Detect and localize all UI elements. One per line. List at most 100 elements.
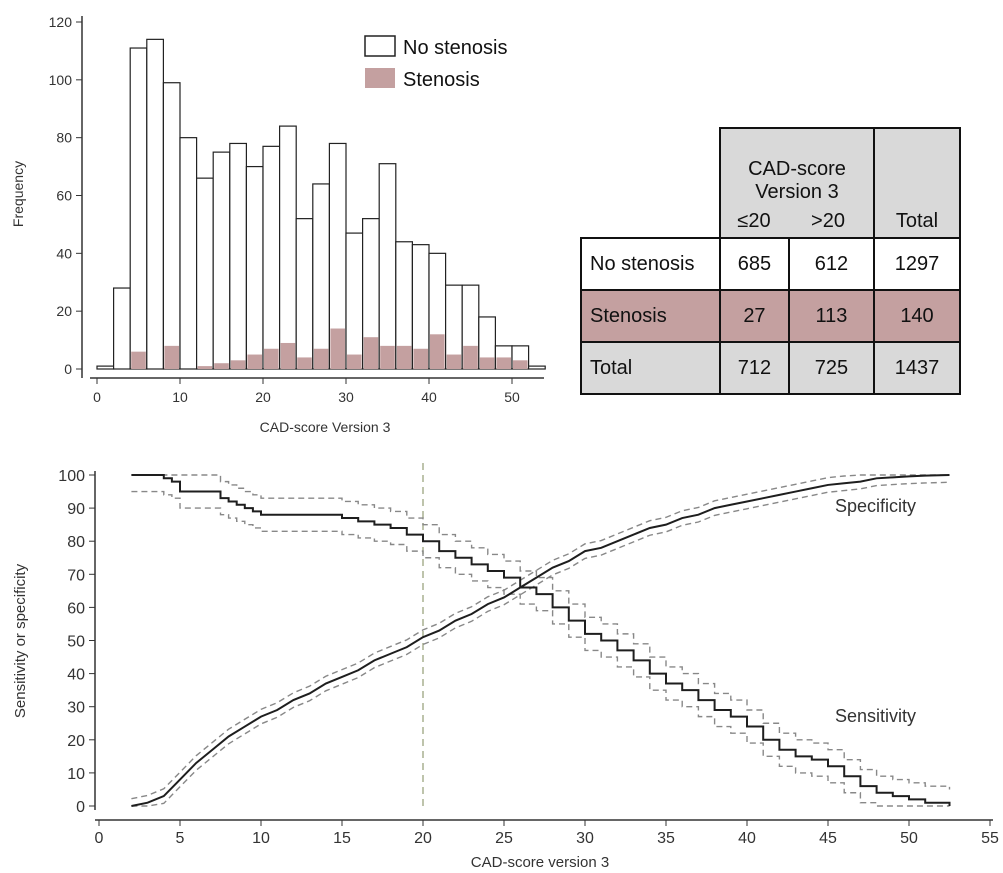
table-row-label-stenosis: Stenosis xyxy=(580,289,721,343)
table-cell: 140 xyxy=(873,289,961,343)
histogram-bar-stenosis xyxy=(347,354,362,369)
line-chart-y-tick-label: 100 xyxy=(58,468,85,485)
histogram-y-tick-label: 40 xyxy=(56,245,72,261)
histogram-bar-stenosis xyxy=(164,345,179,369)
histogram-bar-no-stenosis xyxy=(345,232,364,370)
line-chart-y-tick-label: 10 xyxy=(67,766,85,783)
contingency-table: CAD-score Version 3 ≤20 >20 Total No ste… xyxy=(580,127,961,395)
table-cell: 685 xyxy=(719,237,790,291)
histogram-bar-stenosis xyxy=(513,360,528,369)
histogram-x-tick-label: 40 xyxy=(421,389,437,405)
line-chart-y-tick-label: 0 xyxy=(76,799,85,816)
line-chart-y-tick-label: 60 xyxy=(67,600,85,617)
histogram-bar-no-stenosis xyxy=(279,125,297,370)
histogram-bar-no-stenosis xyxy=(527,365,546,370)
histogram-bar-no-stenosis xyxy=(112,287,131,370)
table-cell: 113 xyxy=(787,289,876,343)
histogram-bar-stenosis xyxy=(380,345,395,369)
table-cell: 27 xyxy=(719,289,790,343)
line-chart-y-tick-label: 70 xyxy=(67,567,85,584)
histogram-bar-stenosis xyxy=(280,342,296,369)
sensitivity-curve-label: Sensitivity xyxy=(835,706,916,726)
line-chart-x-tick-label: 0 xyxy=(95,830,104,847)
histogram-x-tick-label: 0 xyxy=(93,389,101,405)
histogram-bar-stenosis xyxy=(214,363,229,369)
line-chart-x-tick-label: 25 xyxy=(495,830,513,847)
histogram-bar-stenosis xyxy=(496,357,511,369)
histogram-bar-stenosis xyxy=(463,345,478,369)
histogram-x-tick-label: 20 xyxy=(255,389,271,405)
histogram-bar-stenosis xyxy=(479,357,495,369)
histogram-bar-stenosis xyxy=(430,334,445,369)
histogram-bar-no-stenosis xyxy=(196,177,214,370)
histogram-bar-stenosis xyxy=(197,366,213,369)
histogram-bar-no-stenosis xyxy=(245,165,264,370)
table-row-label-no-stenosis: No stenosis xyxy=(580,237,721,291)
line-chart-y-axis-title: Sensitivity or specificity xyxy=(12,563,29,718)
histogram-bar-no-stenosis xyxy=(262,145,281,370)
line-chart-y-tick-label: 90 xyxy=(67,501,85,518)
histogram-bar-no-stenosis xyxy=(212,151,231,370)
histogram-bar-stenosis xyxy=(413,348,428,369)
histogram-bar-stenosis xyxy=(131,351,146,369)
histogram-y-axis-title: Frequency xyxy=(10,161,26,227)
table-cell: 612 xyxy=(787,237,876,291)
specificity-ci-line xyxy=(131,481,950,807)
table-col-header-total: Total xyxy=(873,127,961,239)
table-col-header-le20: ≤20 xyxy=(737,210,771,232)
histogram-x-tick-label: 30 xyxy=(338,389,354,405)
specificity-ci-line xyxy=(131,474,950,800)
histogram-x-tick-label: 10 xyxy=(172,389,188,405)
histogram-y-tick-label: 120 xyxy=(49,14,73,30)
sensitivity-line xyxy=(131,474,951,806)
line-chart-y-tick-label: 80 xyxy=(67,534,85,551)
histogram-y-tick-label: 20 xyxy=(56,303,72,319)
histogram-bar-no-stenosis xyxy=(179,137,198,370)
line-chart-y-tick-label: 20 xyxy=(67,733,85,750)
table-group-header: CAD-score Version 3 ≤20 >20 xyxy=(719,127,875,239)
specificity-line xyxy=(131,474,950,807)
histogram-bar-stenosis xyxy=(230,360,246,369)
line-chart-x-tick-label: 55 xyxy=(981,830,999,847)
histogram-bar-stenosis xyxy=(396,345,412,369)
histogram-bar-stenosis xyxy=(297,357,312,369)
legend-swatch-stenosis xyxy=(365,68,395,88)
histogram-bar-no-stenosis xyxy=(229,142,248,370)
histogram-bar-no-stenosis xyxy=(96,365,115,370)
table-cell: 1297 xyxy=(873,237,961,291)
histogram-y-tick-label: 80 xyxy=(56,130,72,146)
histogram-bar-no-stenosis xyxy=(312,183,330,370)
histogram-y-tick-label: 100 xyxy=(49,72,73,88)
histogram-chart: 0 20 40 60 80 100 120 0 10 20 30 40 50 CAD-score Ver… xyxy=(10,14,546,435)
table-header-row: CAD-score Version 3 ≤20 >20 Total xyxy=(581,127,961,239)
line-chart-x-tick-label: 30 xyxy=(576,830,594,847)
histogram-bar-stenosis xyxy=(363,337,379,369)
line-chart-x-tick-label: 20 xyxy=(414,830,432,847)
specificity-curve-label: Specificity xyxy=(835,496,916,516)
histogram-bar-stenosis xyxy=(313,348,329,369)
histogram-bar-stenosis xyxy=(446,354,462,369)
table-col-header-gt20: >20 xyxy=(811,210,845,232)
line-chart-x-tick-label: 10 xyxy=(252,830,270,847)
histogram-bar-stenosis xyxy=(330,328,345,369)
histogram-bar-no-stenosis xyxy=(129,47,148,370)
table-group-header-line2: Version 3 xyxy=(755,181,839,203)
sensitivity-specificity-chart: 0 10 20 30 40 50 60 70 80 90 100 0 5 10 15 20 25 30 35 40 45… xyxy=(12,463,999,871)
histogram-y-tick-label: 0 xyxy=(64,361,72,377)
table-cell: 725 xyxy=(787,341,876,395)
table-row: No stenosis 685 612 1297 xyxy=(580,237,961,291)
table-row: Stenosis 27 113 140 xyxy=(580,289,961,343)
line-chart-y-tick-label: 50 xyxy=(67,634,85,651)
line-chart-x-tick-label: 45 xyxy=(819,830,837,847)
line-chart-y-tick-label: 40 xyxy=(67,667,85,684)
line-chart-x-tick-label: 40 xyxy=(738,830,756,847)
table-row: Total 712 725 1437 xyxy=(580,341,961,395)
sensitivity-ci-line xyxy=(131,490,950,807)
histogram-bar-no-stenosis xyxy=(162,82,181,370)
histogram-bar-no-stenosis xyxy=(378,163,397,370)
table-row-label-total: Total xyxy=(580,341,721,395)
histogram-x-tick-label: 50 xyxy=(504,389,520,405)
histogram-y-tick-label: 60 xyxy=(56,188,72,204)
histogram-bar-stenosis xyxy=(264,348,279,369)
line-chart-x-tick-label: 50 xyxy=(900,830,918,847)
